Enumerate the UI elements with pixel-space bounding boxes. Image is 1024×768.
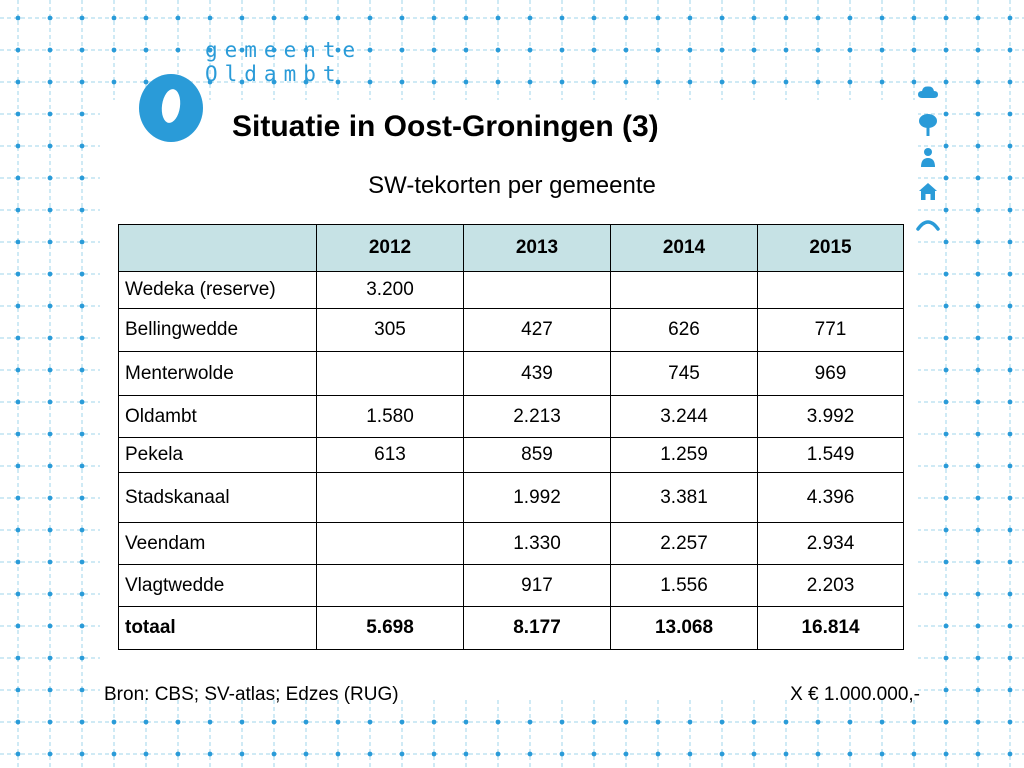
header-cell: 2013 [463, 224, 611, 272]
table-header-row: 2012 2013 2014 2015 [118, 224, 904, 272]
value-cell: 1.330 [463, 522, 611, 565]
wave-icon [916, 220, 940, 231]
person-icon [921, 148, 935, 167]
value-cell: 3.381 [610, 472, 758, 523]
value-cell: 427 [463, 308, 611, 352]
value-cell: 859 [463, 437, 611, 473]
value-cell: 2.934 [757, 522, 904, 565]
total-label-cell: totaal [118, 606, 317, 650]
value-cell: 3.244 [610, 395, 758, 438]
municipality-cell: Bellingwedde [118, 308, 317, 352]
table-row: Stadskanaal 1.992 3.381 4.396 [118, 472, 904, 523]
table-row: Vlagtwedde 917 1.556 2.203 [118, 564, 904, 607]
value-cell: 3.200 [316, 271, 464, 309]
page-subtitle: SW-tekorten per gemeente [368, 172, 656, 199]
value-cell: 1.992 [463, 472, 611, 523]
municipality-cell: Stadskanaal [118, 472, 317, 523]
total-value-cell: 13.068 [610, 606, 758, 650]
value-cell: 439 [463, 351, 611, 396]
value-cell: 1.259 [610, 437, 758, 473]
value-cell: 2.213 [463, 395, 611, 438]
municipality-cell: Veendam [118, 522, 317, 565]
value-cell: 969 [757, 351, 904, 396]
table-row: Oldambt 1.580 2.213 3.244 3.992 [118, 395, 904, 438]
value-cell [316, 564, 464, 607]
municipality-cell: Vlagtwedde [118, 564, 317, 607]
table-row: Menterwolde 439 745 969 [118, 351, 904, 396]
header-cell [118, 224, 317, 272]
value-cell [316, 522, 464, 565]
value-cell: 917 [463, 564, 611, 607]
table-row: Veendam 1.330 2.257 2.934 [118, 522, 904, 565]
table-row: Pekela 613 859 1.259 1.549 [118, 437, 904, 473]
page-title: Situatie in Oost-Groningen (3) [232, 110, 659, 143]
value-cell [757, 271, 904, 309]
value-cell: 745 [610, 351, 758, 396]
value-cell: 1.556 [610, 564, 758, 607]
tree-icon [919, 114, 937, 136]
value-cell: 305 [316, 308, 464, 352]
value-cell: 613 [316, 437, 464, 473]
value-cell: 2.257 [610, 522, 758, 565]
total-value-cell: 16.814 [757, 606, 904, 650]
value-cell [316, 472, 464, 523]
side-icon-column [914, 80, 944, 245]
table-row: Wedeka (reserve) 3.200 [118, 271, 904, 309]
value-cell [316, 351, 464, 396]
logo-wordmark: gemeente Oldambt [205, 38, 362, 86]
table-total-row: totaal 5.698 8.177 13.068 16.814 [118, 606, 904, 650]
municipality-cell: Pekela [118, 437, 317, 473]
house-icon [919, 183, 937, 200]
unit-note: X € 1.000.000,- [790, 684, 920, 705]
value-cell: 1.549 [757, 437, 904, 473]
value-cell: 626 [610, 308, 758, 352]
value-cell: 2.203 [757, 564, 904, 607]
header-cell: 2015 [757, 224, 904, 272]
table-row: Bellingwedde 305 427 626 771 [118, 308, 904, 352]
cloud-icon [918, 86, 938, 98]
municipality-cell: Menterwolde [118, 351, 317, 396]
value-cell: 3.992 [757, 395, 904, 438]
value-cell: 771 [757, 308, 904, 352]
municipality-cell: Oldambt [118, 395, 317, 438]
header-cell: 2012 [316, 224, 464, 272]
value-cell: 1.580 [316, 395, 464, 438]
source-note: Bron: CBS; SV-atlas; Edzes (RUG) [104, 684, 399, 705]
oldambt-logo-icon [139, 74, 203, 142]
municipality-cell: Wedeka (reserve) [118, 271, 317, 309]
logo-line-1: gemeente [205, 38, 363, 62]
logo-line-2: Oldambt [205, 62, 343, 86]
total-value-cell: 8.177 [463, 606, 611, 650]
value-cell [463, 271, 611, 309]
value-cell [610, 271, 758, 309]
value-cell: 4.396 [757, 472, 904, 523]
total-value-cell: 5.698 [316, 606, 464, 650]
header-cell: 2014 [610, 224, 758, 272]
sw-deficit-table: 2012 2013 2014 2015 Wedeka (reserve) 3.2… [118, 224, 904, 650]
